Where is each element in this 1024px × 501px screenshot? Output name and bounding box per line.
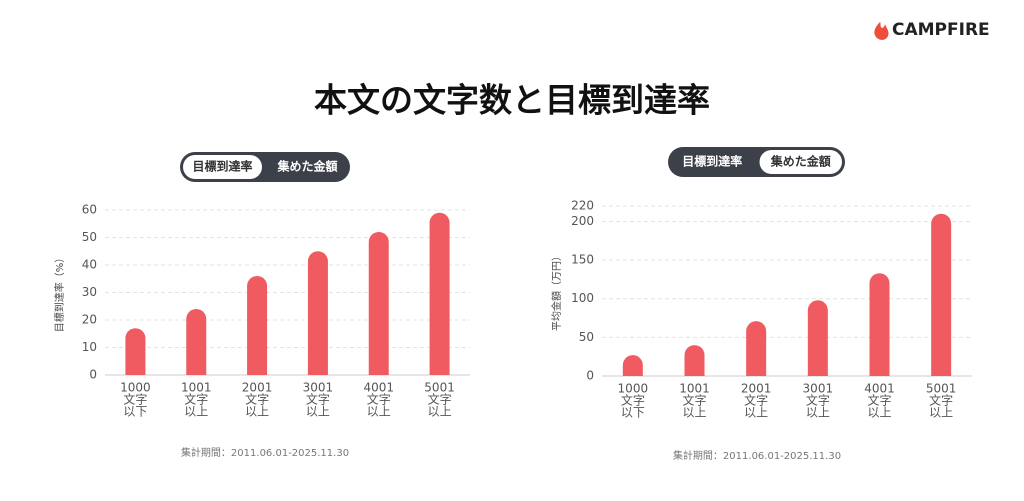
bar bbox=[186, 309, 207, 375]
x-tick-label: 1001 bbox=[181, 381, 212, 395]
page-title: 本文の文字数と目標到達率 bbox=[314, 81, 710, 120]
x-tick-label: 以上 bbox=[867, 406, 891, 420]
x-tick-label: 文字 bbox=[929, 393, 953, 408]
toggle-option[interactable]: 集めた金額 bbox=[276, 159, 337, 174]
logo: CAMPFIRE bbox=[874, 20, 990, 40]
toggle-option[interactable]: 集めた金額 bbox=[770, 154, 831, 169]
x-tick-label: 文字 bbox=[682, 393, 706, 408]
bar bbox=[931, 213, 952, 376]
y-tick-label: 0 bbox=[586, 369, 594, 383]
x-tick-label: 文字 bbox=[867, 393, 891, 408]
x-tick-label: 文字 bbox=[428, 392, 452, 407]
x-tick-label: 以上 bbox=[682, 406, 706, 420]
y-axis-label: 平均金額（万円） bbox=[550, 251, 563, 331]
toggle-active-bg[interactable] bbox=[183, 155, 262, 179]
footnote: 集計期間：2011.06.01-2025.11.30 bbox=[181, 446, 349, 459]
footnote: 集計期間：2011.06.01-2025.11.30 bbox=[673, 449, 841, 462]
bar bbox=[622, 355, 643, 376]
x-tick-label: 2001 bbox=[741, 382, 772, 396]
x-tick-label: 以上 bbox=[306, 405, 330, 419]
x-tick-label: 文字 bbox=[123, 392, 147, 407]
x-tick-label: 4001 bbox=[363, 381, 394, 395]
y-tick-label: 10 bbox=[82, 340, 97, 354]
x-tick-label: 以上 bbox=[929, 406, 953, 420]
x-tick-label: 1000 bbox=[120, 381, 151, 395]
x-tick-label: 以上 bbox=[367, 405, 391, 419]
toggle-active-bg[interactable] bbox=[759, 150, 843, 174]
bar bbox=[746, 321, 767, 376]
x-tick-label: 文字 bbox=[744, 393, 768, 408]
bar bbox=[307, 251, 328, 375]
x-tick-label: 以上 bbox=[184, 405, 208, 419]
x-tick-label: 2001 bbox=[242, 381, 273, 395]
logo-text: CAMPFIRE bbox=[892, 20, 990, 40]
y-tick-label: 40 bbox=[82, 258, 97, 272]
x-tick-label: 以上 bbox=[428, 405, 452, 419]
bar bbox=[247, 276, 268, 375]
y-axis-label: 目標到達率（%） bbox=[53, 253, 66, 333]
x-tick-label: 1000 bbox=[618, 382, 649, 396]
x-tick-label: 文字 bbox=[184, 392, 208, 407]
x-tick-label: 1001 bbox=[679, 382, 710, 396]
y-tick-label: 150 bbox=[571, 253, 594, 267]
x-tick-label: 文字 bbox=[306, 392, 330, 407]
toggle-option[interactable]: 目標到達率 bbox=[192, 159, 252, 174]
x-tick-label: 文字 bbox=[621, 393, 645, 408]
x-tick-label: 文字 bbox=[245, 392, 269, 407]
y-tick-label: 100 bbox=[571, 291, 594, 305]
bar bbox=[869, 273, 890, 376]
x-tick-label: 以上 bbox=[744, 406, 768, 420]
bar bbox=[684, 345, 705, 376]
bar bbox=[368, 232, 389, 375]
x-tick-label: 3001 bbox=[803, 382, 834, 396]
bar bbox=[429, 212, 450, 375]
y-tick-label: 50 bbox=[579, 330, 594, 344]
x-tick-label: 文字 bbox=[806, 393, 830, 408]
x-tick-label: 以上 bbox=[245, 405, 269, 419]
y-tick-label: 30 bbox=[82, 285, 97, 299]
x-tick-label: 以下 bbox=[123, 405, 147, 419]
y-tick-label: 20 bbox=[82, 313, 97, 327]
y-tick-label: 200 bbox=[571, 214, 594, 228]
bar bbox=[807, 300, 828, 376]
bar bbox=[125, 328, 146, 375]
y-tick-label: 0 bbox=[89, 368, 97, 382]
x-tick-label: 文字 bbox=[367, 392, 391, 407]
x-tick-label: 5001 bbox=[424, 381, 455, 395]
x-tick-label: 5001 bbox=[926, 382, 957, 396]
y-tick-label: 50 bbox=[82, 230, 97, 244]
x-tick-label: 3001 bbox=[303, 381, 334, 395]
x-tick-label: 以下 bbox=[621, 406, 645, 420]
logo-icon bbox=[874, 22, 889, 40]
toggle-option[interactable]: 目標到達率 bbox=[682, 154, 742, 169]
x-tick-label: 4001 bbox=[864, 382, 895, 396]
x-tick-label: 以上 bbox=[806, 406, 830, 420]
y-tick-label: 60 bbox=[82, 203, 97, 217]
y-tick-label: 220 bbox=[571, 199, 594, 213]
